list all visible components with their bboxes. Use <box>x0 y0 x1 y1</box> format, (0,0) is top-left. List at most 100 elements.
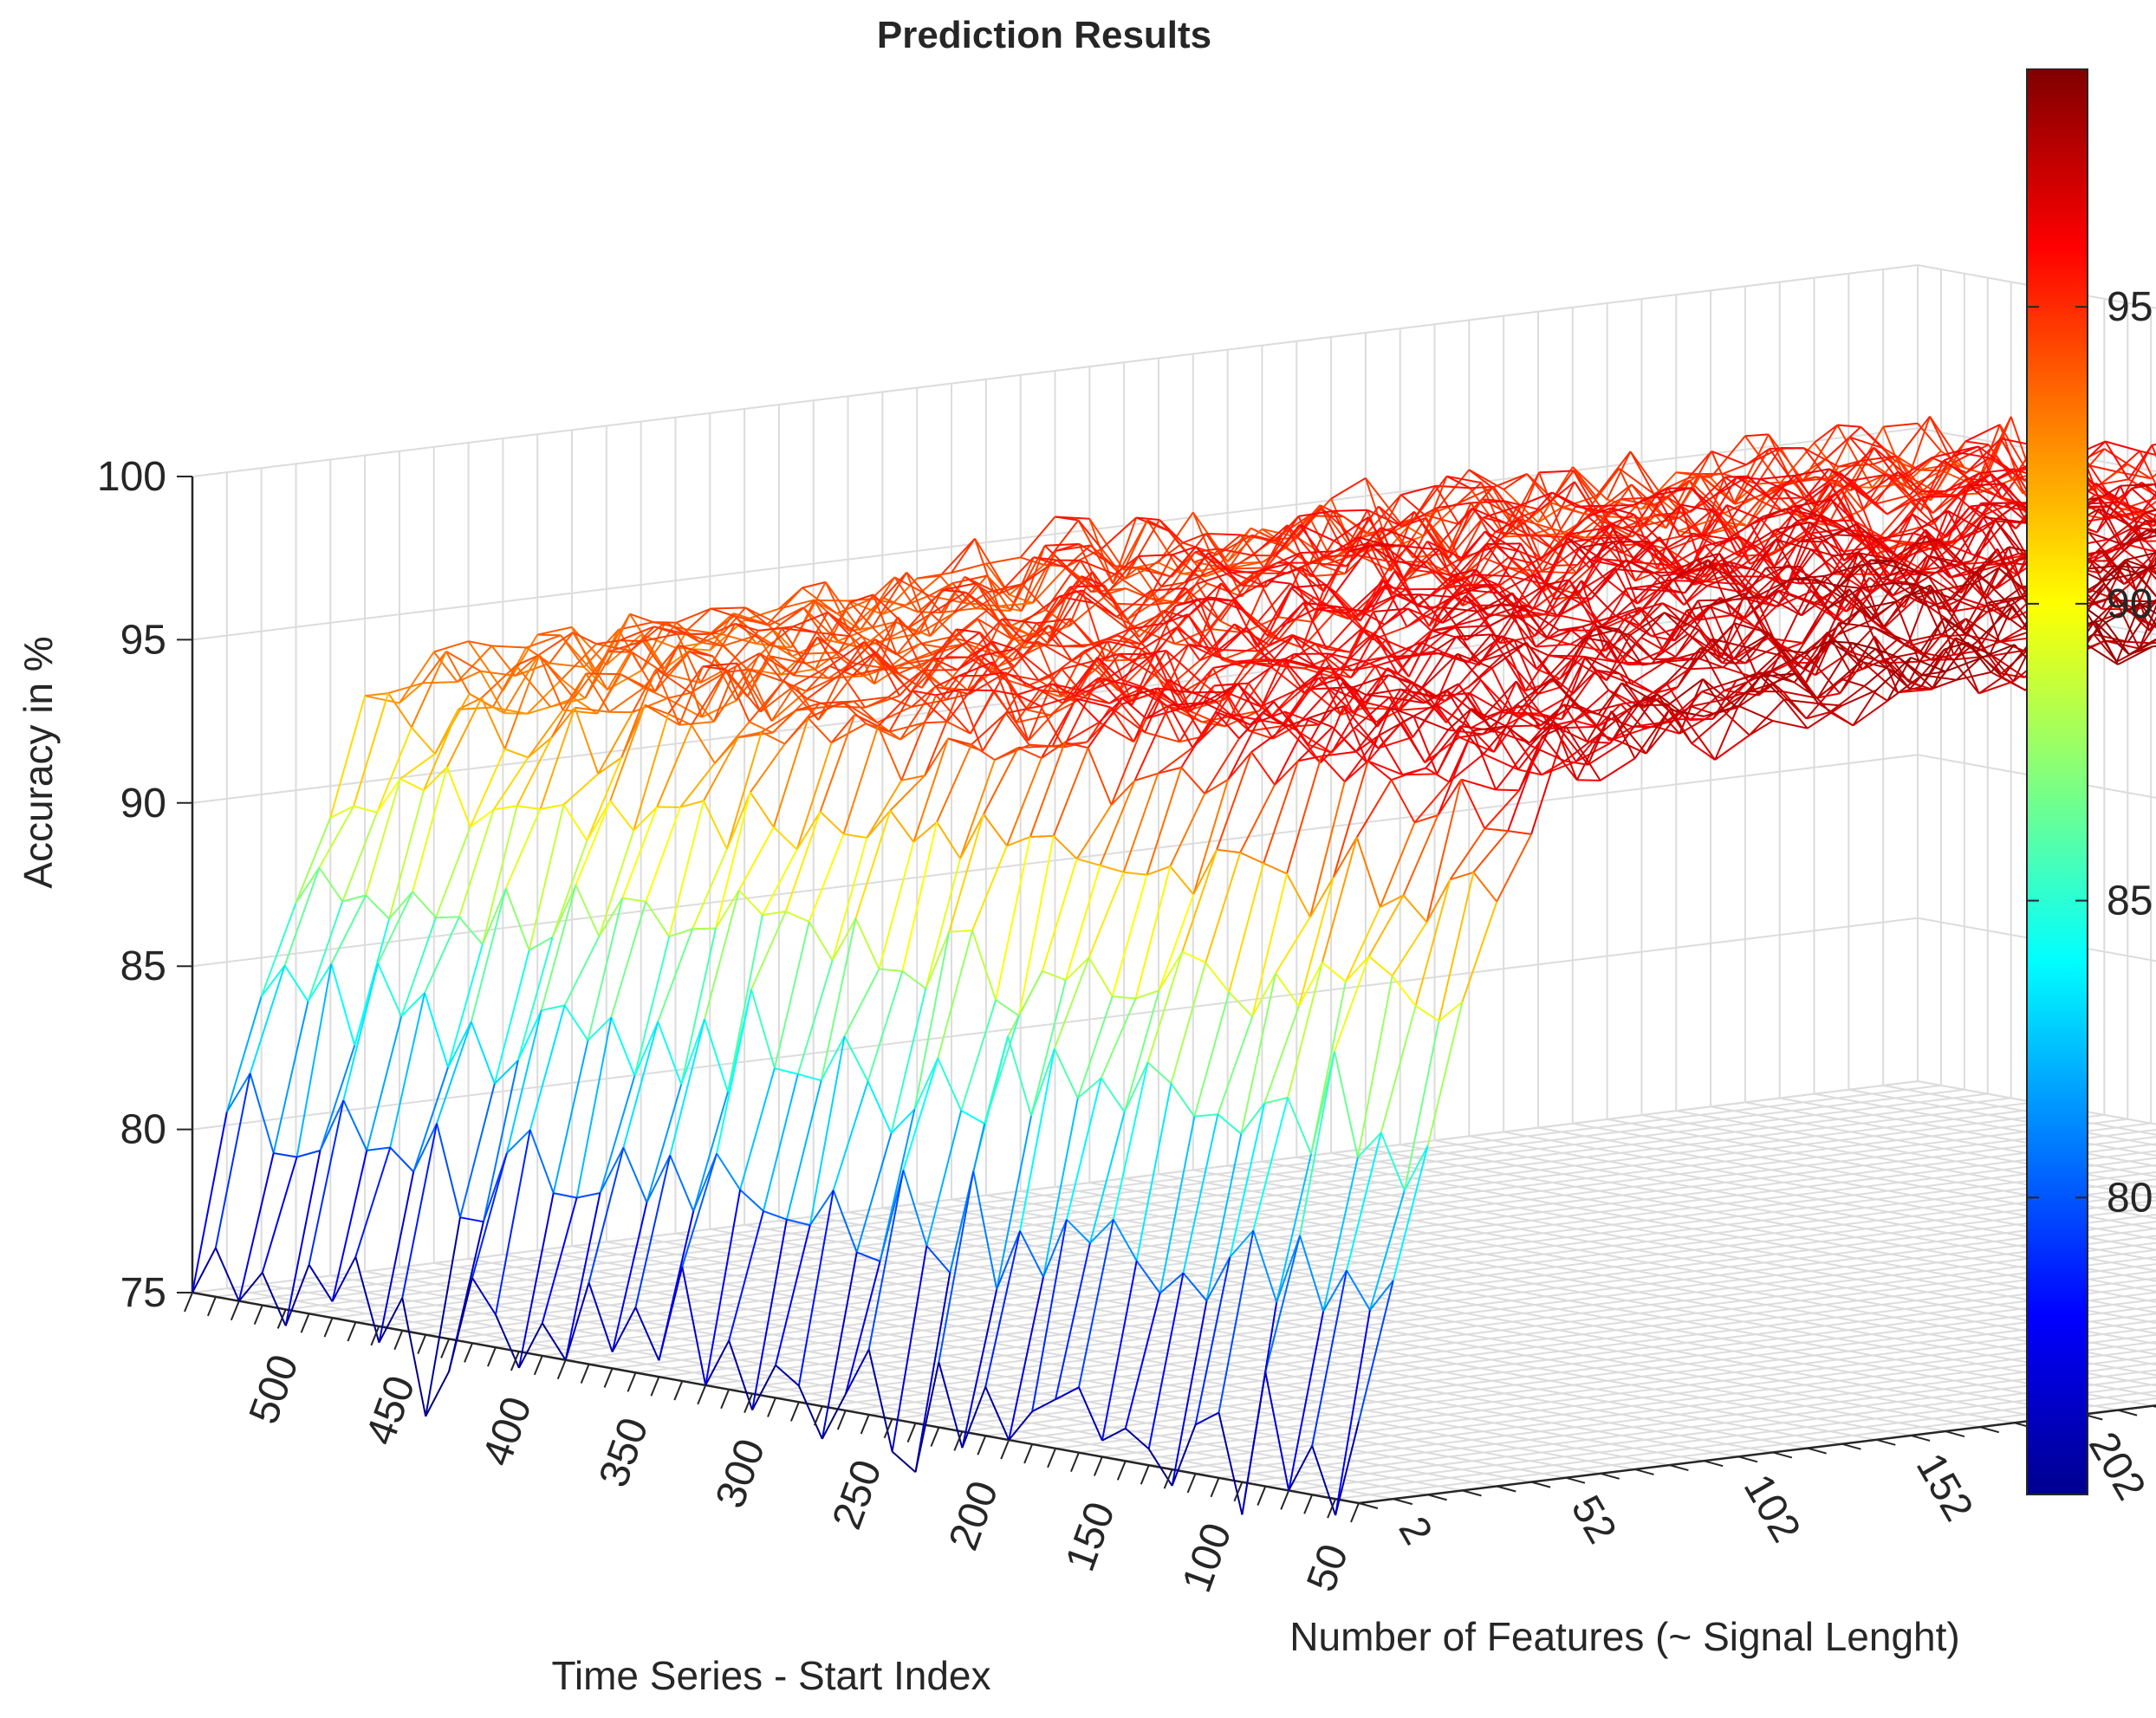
surface-mesh-segment <box>1536 645 1570 647</box>
surface-mesh-segment <box>750 793 774 827</box>
surface-mesh-segment <box>1923 496 1958 497</box>
surface-mesh-segment <box>986 557 1021 563</box>
surface-mesh-segment <box>1101 1078 1125 1112</box>
surface-mesh-segment <box>2152 439 2156 445</box>
surface-mesh-segment <box>1620 498 1644 499</box>
surface-mesh-segment <box>1838 425 1861 427</box>
surface-mesh-segment <box>1253 555 1276 556</box>
surface-mesh-segment <box>1380 822 1415 907</box>
surface-mesh-segment <box>1018 748 1042 758</box>
surface-mesh-segment <box>1302 585 1326 648</box>
surface-mesh-segment <box>1455 612 1478 626</box>
surface-mesh-segment <box>1456 626 1490 627</box>
surface-mesh-segment <box>677 609 711 623</box>
surface-mesh-segment <box>1152 588 1186 591</box>
surface-mesh-segment <box>942 590 965 593</box>
surface-mesh-segment <box>914 1059 938 1110</box>
surface-mesh-segment <box>1335 1051 1358 1157</box>
surface-mesh-segment <box>1391 708 1425 762</box>
surface-mesh-segment <box>1276 917 1310 974</box>
surface-mesh-segment <box>1264 1098 1288 1104</box>
surface-mesh-segment <box>1573 467 1607 500</box>
surface-mesh-segment <box>1497 834 1531 902</box>
surface-mesh-segment <box>1113 996 1136 998</box>
surface-mesh-segment <box>1672 580 1706 581</box>
surface-mesh-segment <box>834 1081 868 1190</box>
surface-mesh-segment <box>1830 686 1865 712</box>
surface-mesh-segment <box>1301 551 1335 553</box>
surface-mesh-segment <box>1529 535 1564 537</box>
surface-mesh-segment <box>1334 838 1357 878</box>
surface-mesh-segment <box>1322 756 1345 781</box>
surface-mesh-segment <box>936 695 971 733</box>
surface-mesh-segment <box>1252 874 1287 1017</box>
surface-mesh-segment <box>1357 838 1380 908</box>
surface-mesh-segment <box>1508 831 1531 834</box>
surface-mesh-segment <box>1427 879 1451 922</box>
surface-mesh-segment <box>925 738 948 775</box>
surface-mesh-segment <box>1264 1006 1299 1103</box>
surface-mesh-segment <box>1770 448 1804 449</box>
surface-mesh-segment <box>808 718 832 743</box>
surface-mesh-segment <box>1368 761 1392 780</box>
surface-mesh-segment <box>1077 859 1101 865</box>
surface-mesh-segment <box>1172 963 1206 1084</box>
surface-mesh-segment <box>1224 650 1258 651</box>
surface-mesh-segment <box>1271 667 1306 695</box>
surface-mesh-segment <box>972 846 1007 930</box>
surface-mesh-segment <box>1145 732 1179 742</box>
surface-mesh-segment <box>1601 758 1635 781</box>
surface-mesh-segment <box>667 693 691 699</box>
surface-mesh-segment <box>804 652 839 654</box>
surface-mesh-segment <box>711 607 745 608</box>
surface-mesh-segment <box>996 1000 1019 1015</box>
surface-mesh-segment <box>1393 923 1427 976</box>
surface-mesh-segment <box>1031 980 1066 1116</box>
surface-mesh-segment <box>1419 594 1454 597</box>
surface-mesh-segment <box>1542 572 1577 574</box>
surface-mesh-segment <box>809 922 833 961</box>
surface-mesh-segment <box>940 539 975 576</box>
surface-mesh-segment <box>1469 470 1492 488</box>
surface-mesh-segment <box>880 842 914 969</box>
surface-mesh-segment <box>1745 434 1769 436</box>
surface-mesh-segment <box>1089 957 1113 996</box>
surface-mesh-segment <box>1401 495 1425 515</box>
surface-mesh-segment <box>844 834 867 838</box>
surface-mesh-segment <box>1054 836 1077 859</box>
surface-mesh-segment <box>1299 963 1322 1006</box>
surface-mesh-segment <box>1193 780 1228 894</box>
surface-mesh-segment <box>1311 574 1346 576</box>
surface-mesh-segment <box>1963 599 1986 606</box>
surface-mesh-segment <box>620 640 643 641</box>
surface-mesh-segment <box>1160 1117 1195 1293</box>
surface-mesh-segment <box>688 609 711 630</box>
surface-mesh-segment <box>1979 677 2003 694</box>
surface-mesh-segment <box>1558 615 1593 622</box>
surface-mesh-segment <box>1231 572 1255 573</box>
surface-mesh-segment <box>1170 794 1205 866</box>
surface-mesh-segment <box>1601 537 1624 538</box>
surface-mesh-segment <box>1358 976 1393 1157</box>
surface-mesh-segment <box>1368 761 1403 775</box>
surface-mesh-segment <box>1241 973 1276 1133</box>
surface-mesh-segment <box>1965 442 1989 445</box>
surface-mesh-segment <box>1910 689 1933 690</box>
surface-mesh-segment <box>949 930 972 932</box>
surface-mesh-segment <box>1679 719 1713 720</box>
surface-mesh-segment <box>1088 748 1112 805</box>
surface-mesh-segment <box>1138 554 1172 556</box>
surface-mesh-segment <box>798 961 833 1074</box>
surface-mesh-segment <box>1486 543 1521 544</box>
surface-mesh-segment <box>1310 878 1334 917</box>
surface-mesh-segment <box>1404 815 1438 896</box>
surface-mesh-segment <box>1333 510 1367 511</box>
surface-mesh-segment <box>1746 449 1770 465</box>
surface-mesh-segment <box>876 652 911 693</box>
surface-mesh-segment <box>2104 449 2127 464</box>
surface-mesh-segment <box>845 969 880 1036</box>
floor-grid-line <box>916 1212 2156 1423</box>
surface-mesh-segment <box>1496 790 1519 791</box>
surface-mesh-segment <box>1218 1114 1241 1134</box>
